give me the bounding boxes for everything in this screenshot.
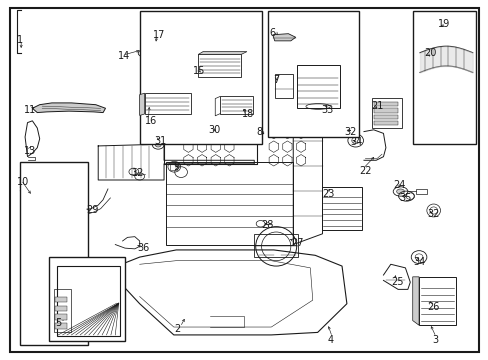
Bar (35, 226, 43, 232)
Bar (140, 12, 261, 144)
Text: 5: 5 (55, 319, 61, 328)
Bar (54, 289, 71, 332)
Bar (55, 297, 67, 302)
Text: 36: 36 (137, 243, 149, 253)
Bar (418, 277, 455, 325)
Text: 20: 20 (424, 48, 436, 58)
Bar (198, 54, 241, 77)
Text: 7: 7 (272, 75, 279, 85)
Text: 2: 2 (173, 324, 180, 334)
Bar (412, 12, 475, 144)
Bar (373, 102, 397, 106)
Text: 3: 3 (431, 334, 437, 345)
Text: 23: 23 (322, 189, 334, 199)
Bar (169, 163, 177, 170)
Text: 1: 1 (17, 35, 23, 45)
Bar (254, 234, 298, 257)
Bar (20, 162, 88, 345)
Bar (321, 187, 361, 230)
Bar (415, 189, 426, 194)
Bar (296, 65, 339, 108)
Text: 15: 15 (193, 66, 205, 76)
Text: 17: 17 (153, 30, 165, 40)
Bar (267, 12, 358, 137)
Polygon shape (198, 51, 246, 54)
Bar (21, 212, 36, 221)
Bar (27, 220, 40, 226)
Ellipse shape (324, 102, 330, 107)
Text: 27: 27 (290, 238, 303, 248)
Bar (371, 98, 401, 128)
Text: 32: 32 (344, 127, 356, 136)
Text: 12: 12 (132, 168, 144, 178)
Polygon shape (32, 103, 105, 113)
Text: 21: 21 (370, 102, 383, 112)
Text: 11: 11 (24, 105, 36, 115)
Text: 29: 29 (86, 206, 98, 216)
Polygon shape (412, 277, 418, 325)
Text: 25: 25 (390, 277, 403, 287)
Bar (274, 74, 293, 98)
Text: 32: 32 (427, 209, 439, 219)
Text: 33: 33 (321, 105, 333, 115)
Bar (166, 162, 293, 244)
Bar (55, 315, 67, 320)
Text: 30: 30 (207, 125, 220, 135)
Text: 31: 31 (154, 136, 166, 145)
Text: 34: 34 (413, 257, 425, 267)
Text: 10: 10 (17, 177, 29, 187)
Bar (373, 121, 397, 126)
Text: 22: 22 (358, 166, 371, 176)
Ellipse shape (155, 143, 161, 147)
Text: 14: 14 (118, 51, 130, 61)
Text: 9: 9 (173, 162, 180, 172)
Bar (220, 96, 253, 114)
Text: 6: 6 (269, 28, 275, 38)
Text: 8: 8 (256, 127, 262, 136)
Text: 35: 35 (399, 193, 411, 203)
Text: 16: 16 (144, 116, 157, 126)
Text: 24: 24 (393, 180, 405, 190)
Bar (373, 115, 397, 119)
Text: 13: 13 (24, 146, 36, 156)
Text: 18: 18 (241, 109, 253, 119)
Polygon shape (272, 34, 295, 41)
Bar (21, 218, 31, 223)
Text: 26: 26 (427, 302, 439, 312)
Bar (55, 323, 67, 329)
Bar (373, 108, 397, 113)
Bar (144, 93, 190, 114)
Bar (49, 257, 125, 341)
Text: 19: 19 (437, 19, 449, 29)
Text: 28: 28 (261, 220, 273, 230)
Text: 4: 4 (327, 334, 333, 345)
Text: 34: 34 (350, 138, 362, 147)
Polygon shape (140, 93, 144, 116)
Bar (57, 266, 120, 336)
Ellipse shape (396, 189, 404, 194)
Bar (55, 306, 67, 311)
